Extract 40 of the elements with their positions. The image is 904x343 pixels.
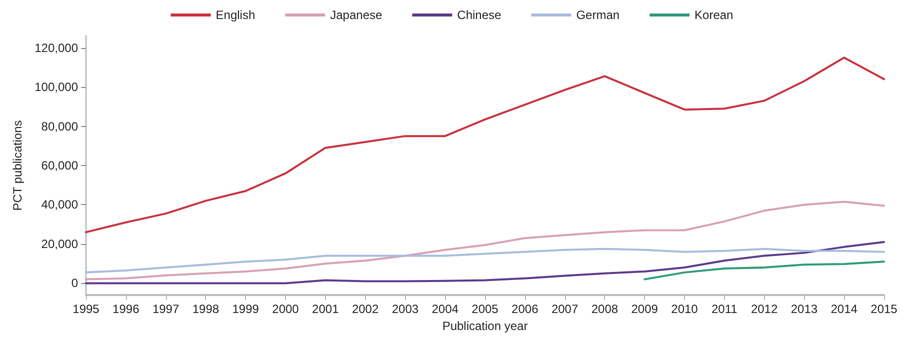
x-tick-label: 2005 — [472, 302, 499, 316]
y-tick-label: 80,000 — [41, 119, 78, 134]
x-tick-label: 1995 — [72, 302, 100, 316]
x-tick-label: 2002 — [352, 302, 379, 316]
legend-label: English — [216, 8, 256, 22]
x-tick-label: 2010 — [671, 302, 698, 316]
legend-label: Chinese — [457, 8, 502, 22]
y-tick-label: 100,000 — [34, 80, 78, 94]
line-series — [85, 200, 885, 280]
x-tick-label: 2011 — [711, 302, 738, 316]
x-tick-label: 1999 — [232, 302, 260, 316]
line-series — [644, 260, 885, 280]
line-series — [85, 241, 885, 284]
y-tick-label: 20,000 — [41, 236, 78, 251]
line-series — [85, 56, 885, 234]
y-tick-label: 0 — [71, 276, 78, 290]
x-axis-title: Publication year — [442, 318, 528, 333]
x-tick-label: 2000 — [272, 302, 300, 316]
x-tick-label: 2001 — [312, 302, 340, 316]
legend-label: German — [576, 8, 620, 22]
x-tick-label: 2009 — [631, 302, 658, 316]
y-axis-title: PCT publications — [10, 120, 25, 211]
line-series — [85, 248, 885, 274]
x-tick-label: 1998 — [192, 302, 220, 316]
x-tick-label: 2014 — [830, 302, 858, 316]
legend-label: Korean — [694, 8, 734, 22]
y-tick-label: 120,000 — [34, 40, 78, 55]
x-tick-label: 1997 — [152, 302, 180, 316]
x-tick-label: 1996 — [112, 302, 140, 316]
x-tick-label: 2003 — [392, 302, 419, 316]
x-tick-label: 2013 — [790, 302, 818, 316]
legend-label: Japanese — [330, 8, 382, 22]
x-tick-label: 2006 — [512, 302, 539, 316]
x-tick-label: 2015 — [870, 302, 898, 316]
x-tick-label: 2007 — [551, 302, 578, 316]
x-tick-label: 2012 — [750, 302, 778, 316]
y-tick-label: 40,000 — [41, 198, 78, 212]
y-tick-label: 60,000 — [41, 158, 78, 172]
x-tick-label: 2008 — [591, 302, 618, 316]
x-tick-label: 2004 — [432, 302, 459, 316]
